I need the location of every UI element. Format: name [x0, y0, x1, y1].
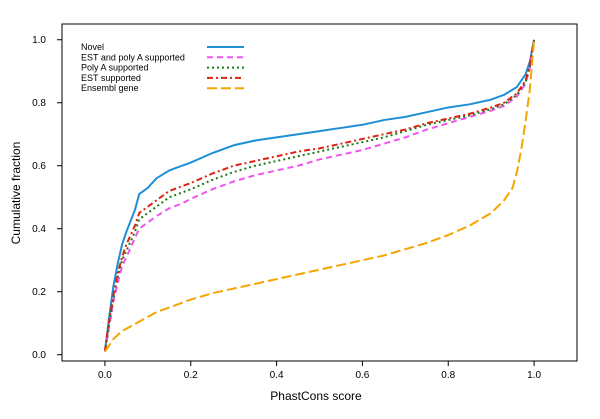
x-tick-label: 0.6 [355, 370, 369, 381]
legend-label: Novel [81, 42, 104, 52]
y-tick-label: 0.4 [32, 224, 46, 235]
x-axis-title: PhastCons score [270, 389, 362, 403]
series-line-1 [103, 39, 536, 352]
series-line-5 [104, 39, 536, 353]
x-tick-label: 0.0 [98, 370, 112, 381]
legend-label: EST supported [81, 73, 141, 83]
x-tick-label: 0.2 [184, 370, 198, 381]
series-line-4 [103, 39, 536, 352]
x-tick-label: 0.4 [270, 370, 284, 381]
series-line-2 [103, 39, 536, 352]
x-axis: 0.0 0.2 0.4 0.6 0.8 1.0 [98, 361, 541, 381]
series-line-3 [103, 39, 536, 352]
y-axis: 0.0 0.2 0.4 0.6 0.8 1.0 [32, 35, 62, 361]
y-tick-label: 0.8 [32, 98, 46, 109]
x-tick-label: 1.0 [527, 370, 541, 381]
y-tick-label: 0.2 [32, 287, 46, 298]
series-layer [103, 39, 536, 353]
legend-label: Poly A supported [81, 63, 149, 73]
y-tick-label: 0.0 [32, 350, 46, 361]
legend-label: EST and poly A supported [81, 52, 185, 62]
x-tick-label: 0.8 [441, 370, 455, 381]
y-axis-title: Cumulative fraction [9, 142, 23, 245]
y-tick-label: 0.6 [32, 161, 46, 172]
plot-frame [61, 23, 578, 362]
y-tick-label: 1.0 [32, 35, 46, 46]
legend-label: Ensembl gene [81, 83, 139, 93]
